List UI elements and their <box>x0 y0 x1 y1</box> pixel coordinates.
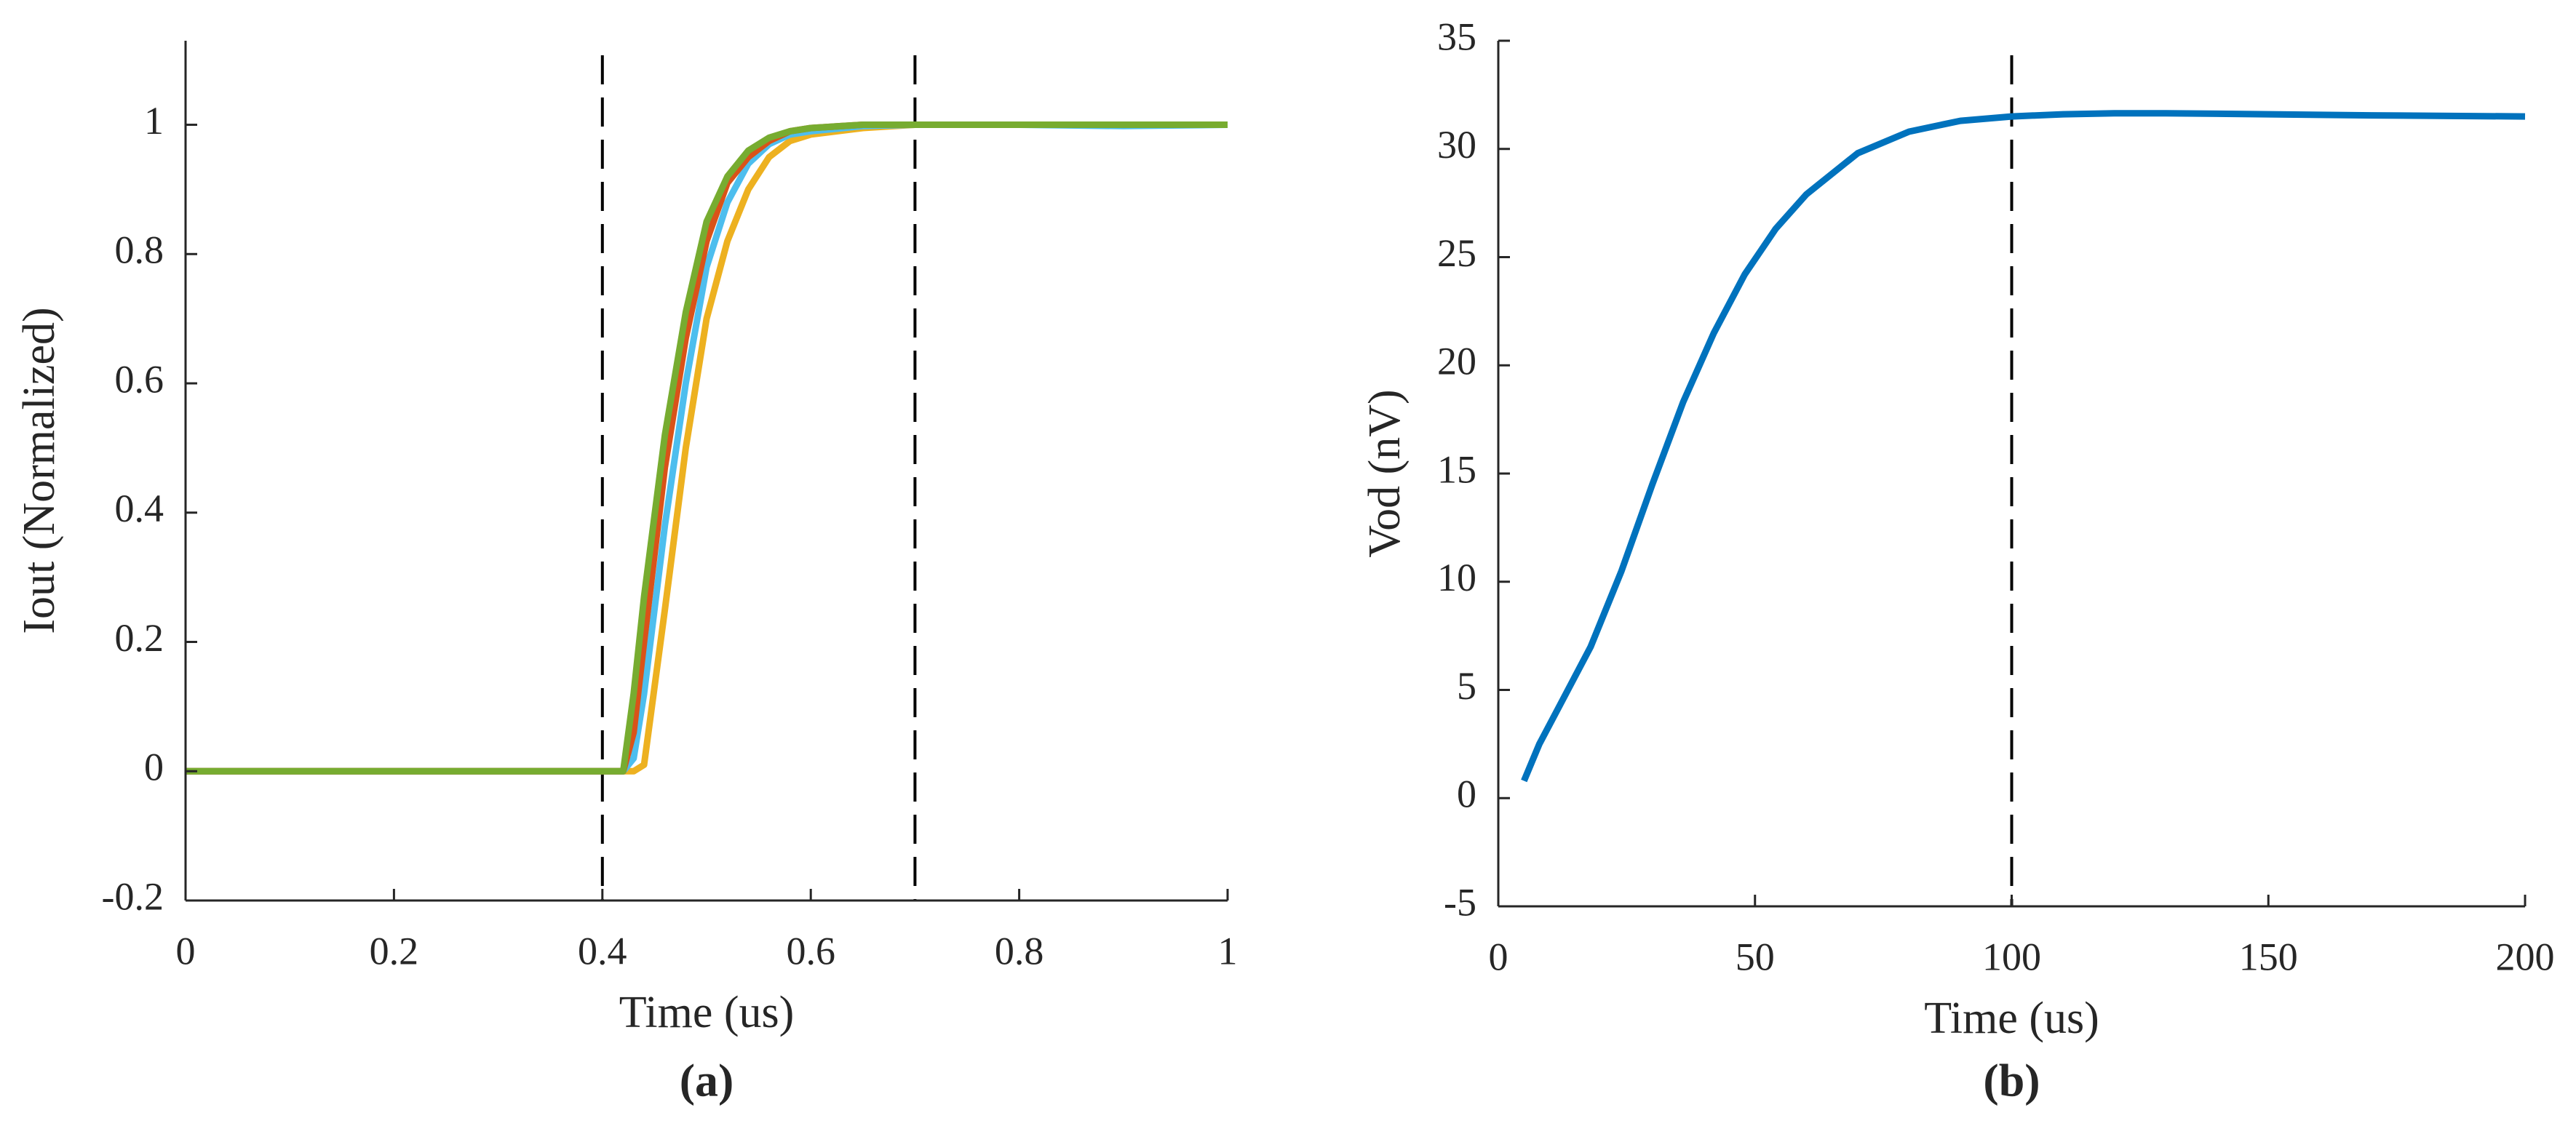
y-axis-label: Vod (nV) <box>1360 389 1410 557</box>
y-tick-label: 1 <box>144 99 164 143</box>
x-tick-label: 100 <box>1982 935 2041 978</box>
x-tick-label: 0.4 <box>578 929 627 973</box>
y-tick-label: 0.8 <box>115 228 164 272</box>
x-tick-label: 0 <box>1489 935 1508 978</box>
x-tick-label: 50 <box>1736 935 1775 978</box>
data-line <box>186 121 1228 775</box>
y-tick-label: 15 <box>1437 447 1476 491</box>
y-tick-label: 0.6 <box>115 357 164 401</box>
x-tick-label: 0 <box>176 929 196 973</box>
x-tick-label: 0.8 <box>995 929 1044 973</box>
y-tick-label: 0 <box>1457 772 1476 816</box>
y-tick-label: -0.2 <box>102 874 164 918</box>
x-tick-label: 200 <box>2496 935 2555 978</box>
y-tick-label: 5 <box>1457 664 1476 708</box>
y-tick-label: 25 <box>1437 231 1476 275</box>
y-tick-label: 0.4 <box>115 487 164 530</box>
y-tick-label: 20 <box>1437 340 1476 383</box>
x-tick-label: 0.6 <box>786 929 835 973</box>
y-tick-label: 0.2 <box>115 616 164 660</box>
panel-label: (a) <box>680 1055 734 1106</box>
y-tick-label: 30 <box>1437 123 1476 167</box>
x-axis-label: Time (us) <box>619 988 795 1037</box>
y-axis-label: Iout (Normalized) <box>15 307 64 634</box>
x-tick-label: 0.2 <box>370 929 419 973</box>
x-tick-label: 150 <box>2239 935 2298 978</box>
panel-label: (b) <box>1983 1055 2040 1106</box>
y-tick-label: 10 <box>1437 556 1476 599</box>
y-tick-label: 0 <box>144 746 164 789</box>
data-line <box>1521 110 2526 783</box>
y-tick-label: -5 <box>1444 880 1476 924</box>
x-axis-label: Time (us) <box>1924 994 2099 1043</box>
y-tick-label: 35 <box>1437 15 1476 58</box>
x-tick-label: 1 <box>1218 929 1238 973</box>
